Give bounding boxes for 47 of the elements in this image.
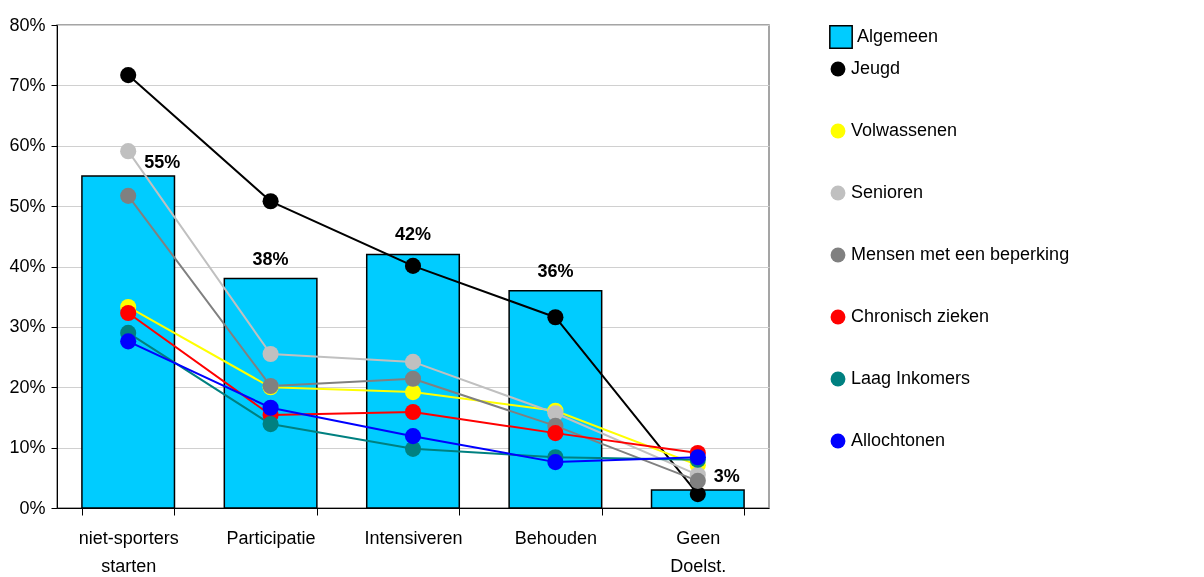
x-tick-label: niet-sporters starten [78,527,179,576]
point [547,454,564,471]
point [689,486,706,503]
legend-label: Jeugd [851,58,901,78]
point [404,428,422,445]
point [262,399,279,416]
y-tick-label: 0% [19,497,46,518]
data-label: 3% [713,465,740,486]
point [120,304,137,322]
point [120,143,137,160]
data-label: 38% [252,248,289,269]
y-tick-label: 20% [9,376,46,397]
point [120,187,137,204]
point [404,353,422,370]
legend-label: Allochtonen [851,430,946,450]
legend-label: Volwassenen [851,120,958,140]
point [547,309,564,326]
y-tick-label: 50% [9,195,46,216]
x-tick-label: Behouden [514,527,597,548]
x-tick-label: Intensiveren [364,527,463,548]
legend-label: Senioren [851,182,924,202]
x-tick-label: Geen Doelst. [670,527,727,576]
y-tick-label: 80% [9,14,46,35]
point [404,257,422,274]
point [262,346,279,363]
x-tick-label: Participatie [226,527,316,548]
y-tick-label: 60% [9,135,46,156]
point [404,384,422,401]
y-tick-label: 70% [9,74,46,95]
y-tick-label: 10% [9,437,46,458]
legend-label: Mensen met een beperking [851,244,1070,264]
point [120,67,137,84]
data-label: 55% [144,151,181,172]
data-label: 42% [394,224,432,245]
data-label: 36% [537,260,574,281]
point [120,333,137,350]
point [689,472,706,489]
point [404,403,422,421]
point [404,370,422,387]
legend-label: Chronisch zieken [851,306,990,326]
y-tick-label: 30% [9,316,46,337]
y-tick-label: 40% [9,256,46,276]
point [547,425,564,442]
legend-label: Laag Inkomers [851,368,971,388]
legend-label: Algemeen [857,26,939,46]
point [262,193,279,210]
point [262,416,279,433]
